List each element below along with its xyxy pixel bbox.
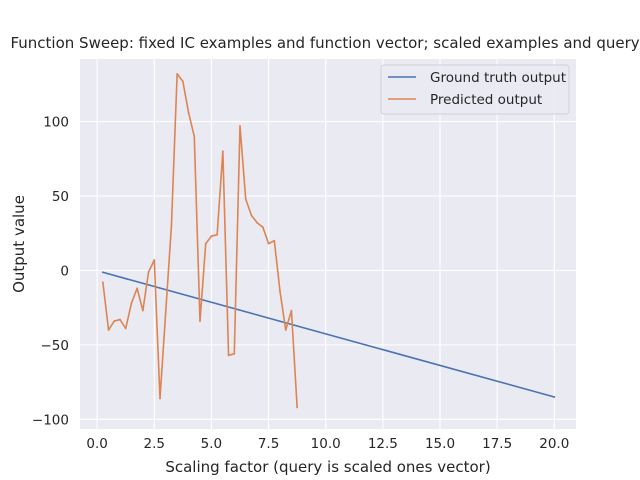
data-point <box>141 309 144 312</box>
data-point <box>199 320 201 322</box>
legend-label: Predicted output <box>430 92 542 108</box>
data-point <box>124 327 127 330</box>
y-tick-label: 50 <box>52 189 69 205</box>
legend: Ground truth output Predicted output <box>380 64 570 115</box>
x-tick-label: 15.0 <box>425 436 455 452</box>
data-point <box>164 311 167 314</box>
tick-labels: 0.0 2.5 5.0 7.5 10.0 12.5 15.0 17.5 20.0 −100 −50 0… <box>32 115 569 452</box>
data-point <box>113 320 116 322</box>
data-point <box>159 397 161 400</box>
data-point <box>153 259 156 261</box>
x-tick-label: 10.0 <box>311 436 341 452</box>
data-point <box>176 72 179 75</box>
series-line-1 <box>102 271 556 398</box>
y-axis-label: Output value <box>10 195 28 293</box>
x-tick-label: 7.5 <box>258 436 279 452</box>
y-tick-label: −100 <box>32 412 69 428</box>
data-point <box>181 80 184 83</box>
data-point <box>296 406 299 409</box>
data-point <box>147 271 150 273</box>
legend-box <box>380 64 570 115</box>
data-point <box>261 226 264 229</box>
data-point <box>210 235 213 238</box>
data-point <box>239 125 241 127</box>
x-tick-label: 0.0 <box>86 436 107 452</box>
data-point <box>221 150 224 153</box>
data-point <box>256 221 259 224</box>
data-point <box>284 329 287 331</box>
data-point <box>204 242 207 245</box>
data-point <box>233 352 236 355</box>
y-tick-label: −50 <box>41 338 70 354</box>
x-tick-label: 17.5 <box>482 436 512 452</box>
data-point <box>273 239 276 242</box>
data-point <box>244 198 247 200</box>
data-point <box>101 281 104 284</box>
y-tick-label: 0 <box>60 263 69 279</box>
data-point <box>187 111 190 114</box>
data-point <box>267 242 270 245</box>
x-axis-label: Scaling factor (query is scaled ones vec… <box>165 458 490 476</box>
y-tick-label: 100 <box>43 115 69 131</box>
legend-label: Ground truth output <box>430 70 566 86</box>
x-tick-label: 20.0 <box>539 436 569 452</box>
chart-title: Function Sweep: fixed IC examples and fu… <box>10 34 640 52</box>
series-lines <box>101 72 556 409</box>
data-point <box>193 135 196 138</box>
data-point <box>227 354 230 357</box>
data-point <box>553 396 556 398</box>
x-tick-label: 2.5 <box>144 436 165 452</box>
x-tick-label: 12.5 <box>368 436 398 452</box>
data-point <box>290 309 293 312</box>
grid-lines <box>80 59 576 429</box>
data-point <box>216 233 219 236</box>
data-point <box>250 214 253 217</box>
data-point <box>170 224 173 227</box>
data-point <box>279 290 281 293</box>
data-point <box>101 271 104 274</box>
x-tick-label: 5.0 <box>201 436 222 452</box>
data-point <box>107 329 110 331</box>
data-point <box>130 302 133 305</box>
data-point <box>136 287 139 290</box>
data-point <box>119 318 121 321</box>
